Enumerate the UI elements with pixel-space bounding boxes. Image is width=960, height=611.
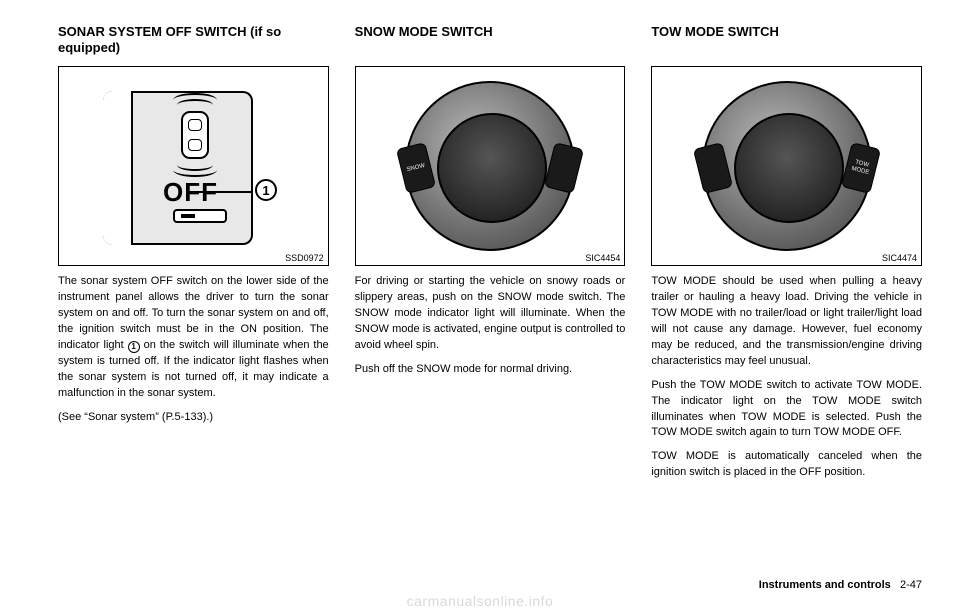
snow-button-icon: SNOW	[396, 142, 436, 194]
footer-section: Instruments and controls	[759, 579, 891, 591]
heading-tow: TOW MODE SWITCH	[651, 24, 922, 56]
callout-leader-line	[187, 191, 251, 193]
knob-side-button-icon	[693, 142, 733, 194]
heading-sonar: SONAR SYSTEM OFF SWITCH (if so equipped)	[58, 24, 329, 56]
figure-code: SIC4454	[585, 253, 620, 263]
knob-illustration: TOW MODE	[702, 81, 872, 251]
column-sonar: SONAR SYSTEM OFF SWITCH (if so equipped)…	[58, 24, 329, 481]
page-footer: Instruments and controls 2-47	[759, 579, 922, 591]
paragraph: TOW MODE should be used when pulling a h…	[651, 274, 922, 370]
tow-button-icon: TOW MODE	[841, 142, 881, 194]
figure-sonar: OFF 1 SSD0972	[58, 66, 329, 266]
sonar-wave-icon	[173, 163, 217, 177]
callout-number: 1	[255, 179, 277, 201]
figure-tow: TOW MODE SIC4474	[651, 66, 922, 266]
paragraph: For driving or starting the vehicle on s…	[355, 274, 626, 354]
sonar-panel-illustration: OFF	[103, 91, 253, 245]
paragraph: The sonar system OFF switch on the lower…	[58, 274, 329, 402]
knob-center	[437, 113, 547, 223]
figure-snow: SNOW SIC4454	[355, 66, 626, 266]
knob-illustration: SNOW	[405, 81, 575, 251]
figure-code: SIC4474	[882, 253, 917, 263]
page-content: SONAR SYSTEM OFF SWITCH (if so equipped)…	[0, 0, 960, 481]
footer-page-number: 2-47	[900, 579, 922, 591]
switch-indicator-icon	[173, 209, 227, 223]
callout-ref-icon: 1	[128, 341, 140, 353]
heading-snow: SNOW MODE SWITCH	[355, 24, 626, 56]
column-tow: TOW MODE SWITCH TOW MODE SIC4474 TOW MOD…	[651, 24, 922, 481]
paragraph: Push off the SNOW mode for normal drivin…	[355, 362, 626, 378]
knob-side-button-icon	[544, 142, 584, 194]
watermark: carmanualsonline.info	[0, 593, 960, 609]
knob-center	[734, 113, 844, 223]
car-icon	[181, 111, 209, 159]
column-snow: SNOW MODE SWITCH SNOW SIC4454 For drivin…	[355, 24, 626, 481]
figure-code: SSD0972	[285, 253, 324, 263]
panel-edge	[103, 91, 133, 245]
sonar-wave-icon	[177, 99, 213, 111]
paragraph: Push the TOW MODE switch to activate TOW…	[651, 378, 922, 442]
paragraph: TOW MODE is automatically canceled when …	[651, 449, 922, 481]
paragraph: (See “Sonar system” (P.5-133).)	[58, 410, 329, 426]
